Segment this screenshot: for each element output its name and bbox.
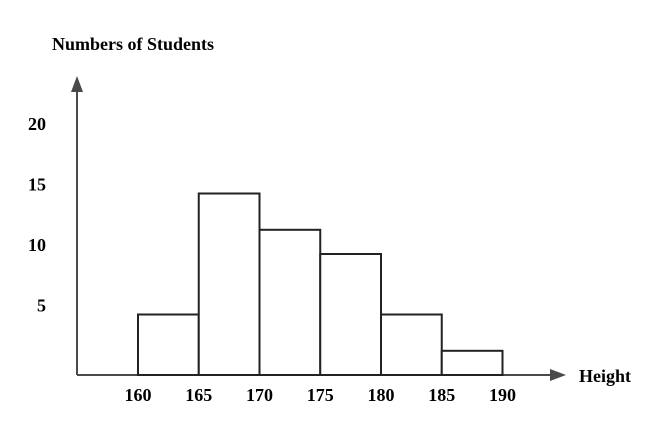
bar-175-180 [319,253,382,376]
y-tick-labels: 5 10 15 20 [28,114,46,316]
y-tick-label: 20 [28,114,46,134]
bar-165-170 [197,192,261,376]
bars-group [137,192,504,376]
x-tick-labels: 160 165 170 175 180 185 190 [125,385,517,405]
x-tick-label: 185 [428,385,455,405]
y-tick-label: 10 [28,235,46,255]
x-tick-label: 190 [489,385,516,405]
y-axis-arrow-icon [71,76,83,92]
bar-160-165 [137,313,200,376]
x-tick-label: 175 [307,385,334,405]
x-axis-title: Height [579,366,631,386]
x-tick-label: 165 [185,385,212,405]
x-tick-label: 180 [368,385,395,405]
y-tick-label: 5 [37,296,46,316]
y-axis-title: Numbers of Students [52,34,214,54]
bar-185-190 [440,349,504,376]
x-axis-arrow-icon [550,369,566,381]
bar-170-175 [258,228,322,376]
bar-180-185 [380,313,443,376]
x-tick-label: 160 [125,385,152,405]
x-tick-label: 170 [246,385,273,405]
y-tick-label: 15 [28,175,46,195]
